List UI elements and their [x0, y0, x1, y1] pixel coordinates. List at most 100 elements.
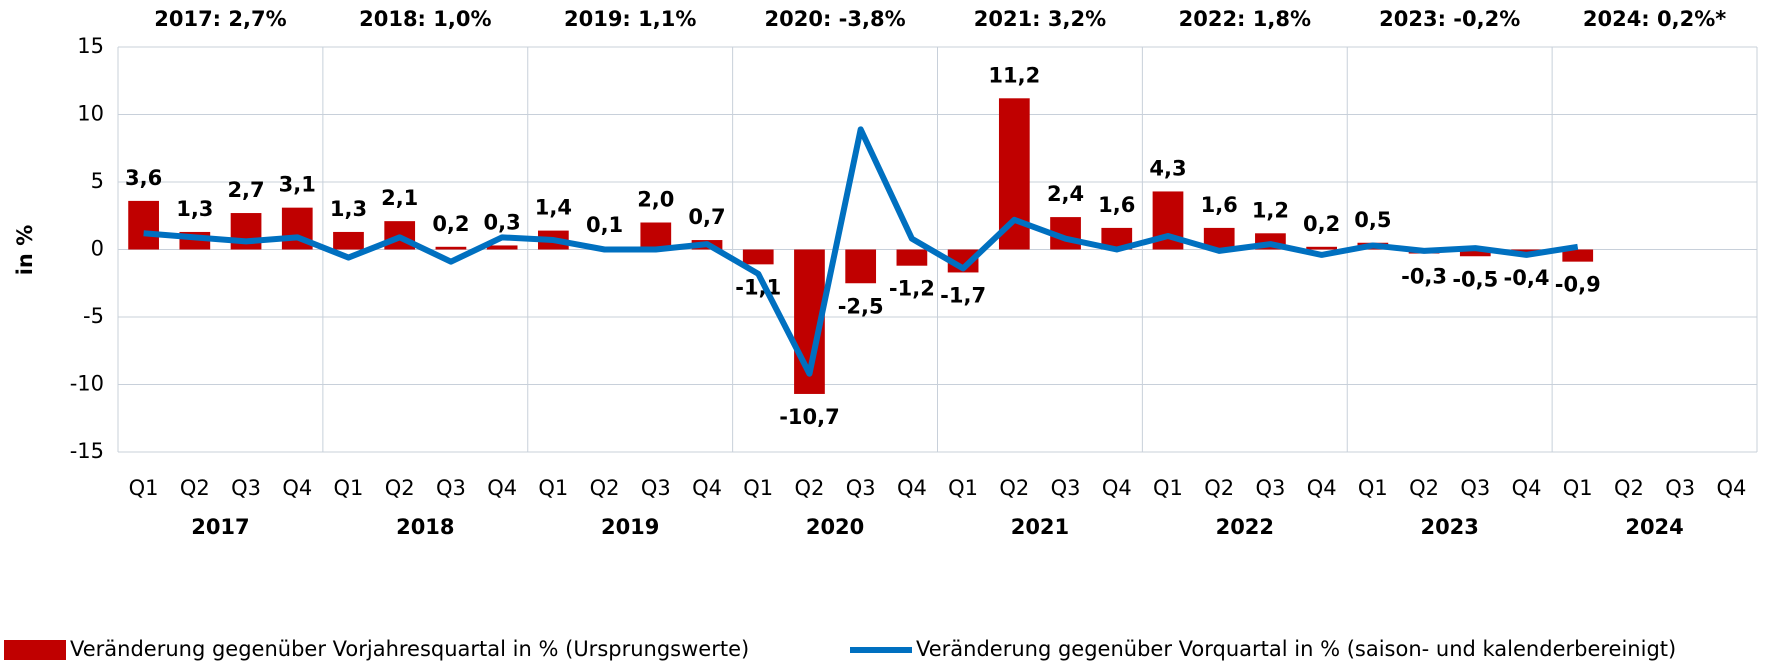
- year-annotation: 2024: 0,2%*: [1583, 7, 1726, 31]
- data-label: 11,2: [988, 63, 1040, 87]
- x-tick-label: Q4: [1307, 476, 1337, 500]
- year-annotation: 2017: 2,7%: [154, 7, 286, 31]
- year-label: 2024: [1625, 515, 1683, 539]
- bar: [1101, 227, 1133, 250]
- x-tick-label: Q3: [1051, 476, 1081, 500]
- x-tick-label: Q2: [1614, 476, 1644, 500]
- x-tick-label: Q2: [180, 476, 210, 500]
- y-tick-label: 0: [91, 237, 104, 261]
- y-tick-label: 5: [91, 169, 104, 193]
- x-tick-label: Q1: [1563, 476, 1593, 500]
- x-tick-label: Q1: [1358, 476, 1388, 500]
- x-tick-label: Q3: [436, 476, 466, 500]
- year-label: 2019: [601, 515, 659, 539]
- bar: [1562, 249, 1594, 262]
- x-tick-label: Q1: [538, 476, 568, 500]
- bar: [128, 200, 159, 250]
- data-label: 0,5: [1354, 208, 1391, 232]
- bar: [435, 246, 467, 250]
- data-label: -1,2: [889, 277, 935, 301]
- x-tick-label: Q3: [1665, 476, 1695, 500]
- year-label: 2023: [1420, 515, 1478, 539]
- data-label: 1,6: [1201, 193, 1238, 217]
- x-tick-label: Q4: [692, 476, 722, 500]
- year-annotation: 2018: 1,0%: [359, 7, 491, 31]
- bar: [486, 245, 518, 250]
- bar: [640, 222, 672, 250]
- x-tick-label: Q1: [334, 476, 364, 500]
- data-label: 2,1: [381, 186, 418, 210]
- x-tick-label: Q4: [897, 476, 927, 500]
- data-label: 1,4: [535, 196, 572, 220]
- data-label: 1,3: [176, 197, 213, 221]
- x-tick-label: Q1: [1153, 476, 1183, 500]
- data-label: 3,6: [125, 166, 162, 190]
- data-label: 0,7: [688, 205, 725, 229]
- x-tick-label: Q4: [282, 476, 312, 500]
- year-label: 2020: [806, 515, 864, 539]
- year-annotation: 2019: 1,1%: [564, 7, 696, 31]
- x-tick-label: Q3: [1460, 476, 1490, 500]
- bar: [742, 249, 774, 265]
- x-tick-label: Q3: [846, 476, 876, 500]
- x-tick-label: Q2: [385, 476, 415, 500]
- x-tick-label: Q3: [1255, 476, 1285, 500]
- data-label: 1,6: [1098, 193, 1135, 217]
- data-label: 0,2: [1303, 212, 1340, 236]
- year-label: 2022: [1216, 515, 1274, 539]
- data-label: 4,3: [1149, 156, 1186, 180]
- legend-label: Veränderung gegenüber Vorjahresquartal i…: [70, 637, 749, 661]
- data-label: 0,3: [484, 210, 521, 234]
- x-tick-label: Q2: [999, 476, 1029, 500]
- data-label: -2,5: [838, 294, 884, 318]
- data-label: 0,2: [432, 212, 469, 236]
- data-label: 1,2: [1252, 198, 1289, 222]
- y-tick-label: 10: [77, 102, 104, 126]
- bar: [845, 249, 877, 284]
- y-tick-label: -10: [70, 372, 104, 396]
- data-label: 2,7: [227, 178, 264, 202]
- y-axis-label: in %: [13, 225, 37, 276]
- x-tick-label: Q2: [590, 476, 620, 500]
- year-label: 2018: [396, 515, 454, 539]
- y-tick-label: -15: [70, 439, 104, 463]
- legend-label: Veränderung gegenüber Vorquartal in % (s…: [916, 637, 1676, 661]
- data-label: 2,0: [637, 188, 674, 212]
- data-label: -0,3: [1401, 265, 1447, 289]
- data-label: 2,4: [1047, 182, 1084, 206]
- bar: [333, 231, 364, 250]
- data-label: 3,1: [279, 173, 316, 197]
- data-label: -10,7: [779, 405, 840, 429]
- data-label: -1,7: [940, 283, 986, 307]
- year-label: 2021: [1011, 515, 1069, 539]
- x-tick-label: Q1: [743, 476, 773, 500]
- legend-swatch: [4, 640, 66, 660]
- x-tick-label: Q4: [1102, 476, 1132, 500]
- x-tick-label: Q2: [795, 476, 825, 500]
- y-tick-label: 15: [77, 34, 104, 58]
- data-label: -0,4: [1504, 266, 1550, 290]
- line: [143, 126, 1579, 377]
- bar: [1459, 249, 1491, 257]
- x-tick-label: Q1: [129, 476, 159, 500]
- x-tick-label: Q2: [1409, 476, 1439, 500]
- x-tick-label: Q4: [1716, 476, 1746, 500]
- x-tick-label: Q4: [1512, 476, 1542, 500]
- bar: [896, 249, 928, 266]
- data-label: -0,9: [1555, 273, 1601, 297]
- x-tick-label: Q4: [487, 476, 517, 500]
- bar: [1203, 227, 1235, 250]
- data-label: 1,3: [330, 197, 367, 221]
- year-annotation: 2021: 3,2%: [974, 7, 1106, 31]
- year-annotation: 2023: -0,2%: [1379, 7, 1520, 31]
- y-tick-label: -5: [83, 304, 104, 328]
- data-label: -0,5: [1452, 267, 1498, 291]
- year-annotation: 2020: -3,8%: [765, 7, 906, 31]
- year-label: 2017: [191, 515, 249, 539]
- x-tick-label: Q1: [948, 476, 978, 500]
- year-annotation: 2022: 1,8%: [1179, 7, 1311, 31]
- x-tick-label: Q3: [641, 476, 671, 500]
- bar: [1306, 246, 1338, 250]
- x-tick-label: Q3: [231, 476, 261, 500]
